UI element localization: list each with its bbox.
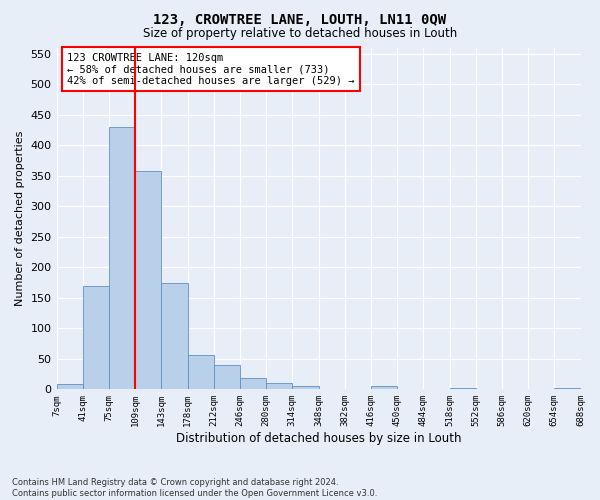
Bar bbox=[292, 386, 319, 390]
Bar bbox=[188, 354, 214, 390]
Bar bbox=[214, 365, 240, 390]
Bar bbox=[135, 171, 161, 390]
Bar bbox=[109, 127, 135, 390]
Bar bbox=[371, 386, 397, 390]
Bar bbox=[161, 282, 188, 390]
Text: Size of property relative to detached houses in Louth: Size of property relative to detached ho… bbox=[143, 28, 457, 40]
Bar bbox=[240, 378, 266, 390]
Text: Contains HM Land Registry data © Crown copyright and database right 2024.
Contai: Contains HM Land Registry data © Crown c… bbox=[12, 478, 377, 498]
Y-axis label: Number of detached properties: Number of detached properties bbox=[15, 130, 25, 306]
Bar bbox=[554, 388, 580, 390]
Bar bbox=[319, 388, 345, 390]
Bar bbox=[56, 384, 83, 390]
Text: 123, CROWTREE LANE, LOUTH, LN11 0QW: 123, CROWTREE LANE, LOUTH, LN11 0QW bbox=[154, 12, 446, 26]
Bar bbox=[449, 388, 476, 390]
Bar bbox=[83, 286, 109, 390]
X-axis label: Distribution of detached houses by size in Louth: Distribution of detached houses by size … bbox=[176, 432, 461, 445]
Text: 123 CROWTREE LANE: 120sqm
← 58% of detached houses are smaller (733)
42% of semi: 123 CROWTREE LANE: 120sqm ← 58% of detac… bbox=[67, 52, 355, 86]
Bar bbox=[266, 383, 292, 390]
